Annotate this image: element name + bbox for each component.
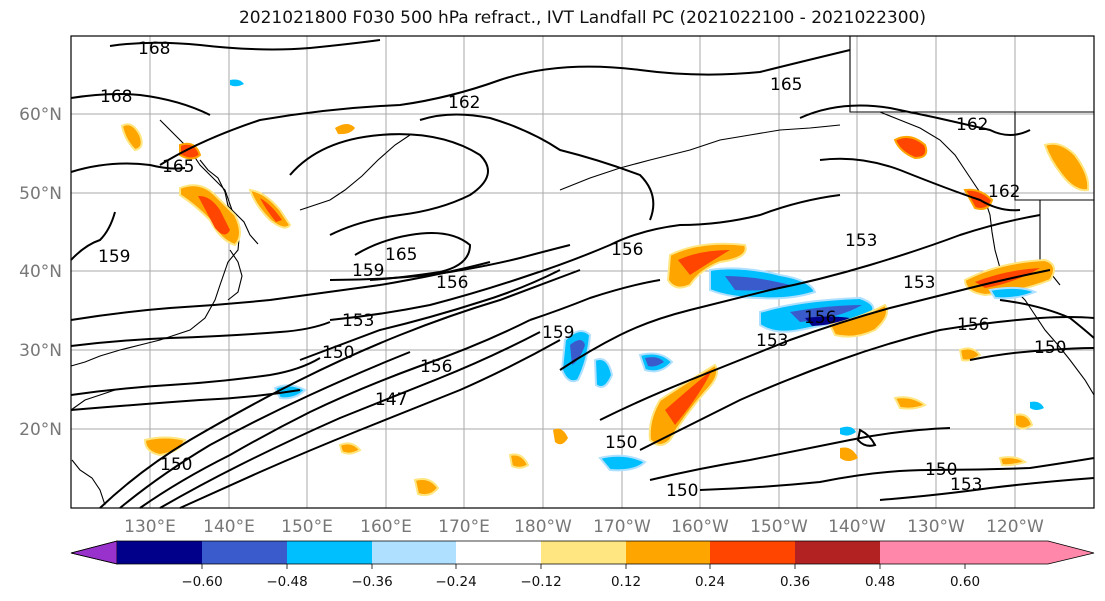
anomaly-fills — [120, 79, 1090, 497]
colorbar-segment — [795, 541, 880, 564]
contour-label: 156 — [804, 308, 836, 328]
colorbar-tick-label: 0.24 — [695, 574, 725, 590]
lon-tick-label: 160°W — [671, 517, 729, 537]
contour-label: 162 — [448, 93, 480, 113]
colorbar-tick-label: −0.60 — [181, 574, 222, 590]
colorbar-segment — [117, 541, 202, 564]
contour-label: 153 — [903, 273, 935, 293]
refractivity-contours — [70, 39, 1095, 509]
lon-tick-label: 160°E — [360, 517, 412, 537]
contour-label: 150 — [925, 460, 957, 480]
colorbar-tick-label: −0.48 — [266, 574, 307, 590]
contour-label: 156 — [420, 357, 452, 377]
contour-label: 168 — [100, 87, 132, 107]
colorbar-tick-label: −0.24 — [435, 574, 476, 590]
contour-label: 165 — [385, 245, 417, 265]
contour-label: 165 — [162, 157, 194, 177]
colorbar-ticks — [201, 564, 966, 569]
lon-tick-label: 120°W — [986, 517, 1044, 537]
contour-label: 168 — [138, 39, 170, 59]
colorbar-segment — [456, 541, 541, 564]
colorbar-segment — [202, 541, 287, 564]
contour-label: 162 — [956, 115, 988, 135]
lat-tick-label: 40°N — [19, 262, 62, 282]
contour-label-group: 168 168 165 165 165 162 162 162 159 159 … — [98, 39, 1066, 501]
lat-tick-label: 60°N — [19, 105, 62, 125]
colorbar-tick-label: −0.36 — [351, 574, 392, 590]
contour-label: 150 — [605, 433, 637, 453]
contour-label: 162 — [988, 182, 1020, 202]
contour-label: 159 — [98, 247, 130, 267]
lon-tick-label: 150°E — [281, 517, 333, 537]
lat-tick-label: 20°N — [19, 420, 62, 440]
contour-label: 159 — [352, 261, 384, 281]
colorbar-tick-label: −0.12 — [520, 574, 561, 590]
contour-label: 159 — [542, 323, 574, 343]
latitude-ticks: 60°N 50°N 40°N 30°N 20°N — [19, 105, 62, 440]
contour-label: 153 — [845, 231, 877, 251]
colorbar-segment — [710, 541, 795, 564]
contour-label: 165 — [770, 75, 802, 95]
lon-tick-label: 180°W — [514, 517, 572, 537]
longitude-ticks: 130°E 140°E 150°E 160°E 170°E 180°W 170°… — [124, 517, 1044, 537]
map-frame — [70, 35, 1095, 509]
colorbar-tick-label: 0.48 — [865, 574, 895, 590]
contour-label: 153 — [342, 311, 374, 331]
contour-label: 156 — [436, 273, 468, 293]
colorbar-segment — [287, 541, 372, 564]
colorbar-tick-label: 0.12 — [611, 574, 641, 590]
colorbar-segment — [626, 541, 710, 564]
colorbar-outline — [70, 540, 1095, 565]
lon-tick-label: 150°W — [750, 517, 808, 537]
lon-tick-label: 130°E — [124, 517, 176, 537]
contour-label: 150 — [322, 343, 354, 363]
lat-tick-label: 50°N — [19, 184, 62, 204]
map-title: 2021021800 F030 500 hPa refract., IVT La… — [238, 8, 926, 28]
lon-tick-label: 140°E — [203, 517, 255, 537]
contour-label: 150 — [666, 481, 698, 501]
contour-label: 150 — [160, 455, 192, 475]
colorbar-segment — [880, 541, 965, 564]
contour-label: 156 — [957, 315, 989, 335]
contour-label: 150 — [1034, 338, 1066, 358]
colorbar-extend-min — [70, 540, 118, 565]
colorbar-segment — [372, 541, 456, 564]
lat-tick-label: 30°N — [19, 341, 62, 361]
colorbar-segment — [541, 541, 626, 564]
contour-label: 153 — [756, 331, 788, 351]
lon-tick-label: 130°W — [907, 517, 965, 537]
lon-tick-label: 140°W — [828, 517, 886, 537]
contour-label: 147 — [375, 390, 407, 410]
colorbar-extend-max — [965, 541, 1094, 564]
colorbar-tick-label: 0.36 — [780, 574, 810, 590]
lon-tick-label: 170°E — [438, 517, 490, 537]
colorbar: −0.60 −0.48 −0.36 −0.24 −0.12 0.12 0.24 … — [70, 540, 1095, 590]
lon-tick-label: 170°W — [593, 517, 651, 537]
contour-label: 156 — [611, 240, 643, 260]
colorbar-tick-label: 0.60 — [950, 574, 980, 590]
contour-label: 153 — [950, 475, 982, 495]
